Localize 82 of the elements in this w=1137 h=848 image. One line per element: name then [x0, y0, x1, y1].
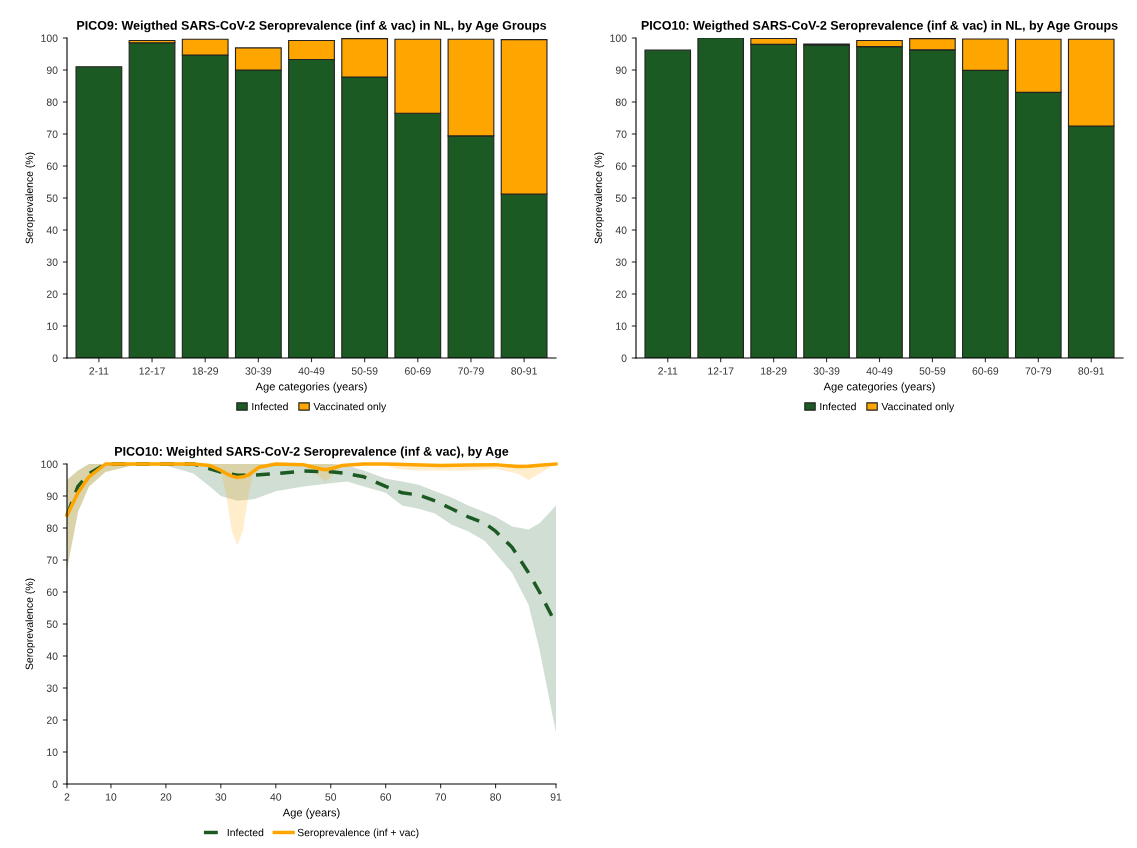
- y-tick-label: 20: [615, 290, 627, 298]
- bar: [75, 66, 123, 358]
- y-tick-label: 10: [47, 748, 58, 756]
- x-tick-label: 30: [215, 793, 227, 801]
- bar: [803, 44, 850, 358]
- y-tick-label: 50: [46, 620, 58, 628]
- y-tick-label: 80: [615, 98, 627, 106]
- x-tick-label: 60-69: [405, 367, 431, 375]
- x-tick-label: 2-11: [89, 367, 109, 375]
- x-axis-title: Age categories (years): [823, 382, 935, 393]
- x-tick-label: 70: [435, 793, 446, 801]
- x-tick-label: 12-17: [708, 367, 734, 375]
- x-tick-label: 2-11: [658, 367, 678, 375]
- x-tick-label: 80: [490, 793, 501, 801]
- y-tick-label: 100: [41, 460, 58, 468]
- y-tick-label: 90: [46, 66, 58, 74]
- x-tick-label: 40-49: [298, 367, 325, 375]
- y-tick-label: 40: [46, 652, 58, 660]
- chart-title: PICO10: Weighted SARS-CoV-2 Seroprevalence (inf & vac), by Age: [115, 446, 509, 459]
- x-tick-label: 60: [380, 793, 392, 801]
- x-tick-label: 40: [270, 793, 282, 801]
- y-tick-label: 30: [46, 258, 58, 266]
- y-axis-title: Seroprevalence (%): [25, 152, 36, 244]
- bar: [644, 49, 692, 358]
- x-tick-label: 50-59: [919, 367, 946, 375]
- y-tick-label: 40: [46, 226, 58, 234]
- y-tick-label: 20: [46, 716, 58, 724]
- y-tick-label: 60: [46, 588, 58, 596]
- y-tick-label: 0: [621, 354, 627, 362]
- x-tick-label: 18-29: [192, 367, 219, 375]
- x-tick-label: 10: [105, 793, 117, 801]
- y-tick-label: 70: [46, 556, 58, 564]
- y-tick-label: 0: [52, 354, 58, 362]
- legend-label: Vaccinated only: [313, 402, 387, 413]
- legend-label: Infected: [252, 402, 288, 411]
- y-tick-label: 10: [616, 322, 627, 330]
- y-tick-label: 70: [46, 130, 58, 138]
- legend-label: Infected: [820, 402, 856, 411]
- y-tick-label: 50: [615, 194, 627, 202]
- y-tick-label: 100: [610, 34, 627, 42]
- chart-title: PICO10: Weigthed SARS-CoV-2 Seroprevalence (inf & vac) in NL, by Age Groups: [641, 20, 1118, 33]
- y-tick-label: 90: [46, 492, 58, 500]
- x-tick-label: 30-39: [245, 367, 272, 375]
- x-tick-label: 80-91: [1078, 367, 1105, 375]
- x-axis-title: Age (years): [282, 808, 340, 819]
- y-tick-label: 100: [41, 34, 58, 42]
- y-axis-title: Seroprevalence (%): [25, 578, 36, 670]
- y-tick-label: 70: [615, 130, 627, 138]
- x-tick-label: 70-79: [1025, 367, 1052, 375]
- x-tick-label: 18-29: [761, 367, 787, 375]
- y-tick-label: 30: [615, 258, 627, 266]
- y-tick-label: 10: [47, 322, 58, 330]
- bar: [128, 42, 176, 358]
- y-tick-label: 60: [46, 162, 58, 170]
- x-tick-label: 30-39: [813, 367, 840, 375]
- x-tick-label: 50-59: [351, 367, 378, 375]
- y-tick-label: 80: [46, 524, 58, 532]
- legend-label: Infected: [227, 828, 264, 837]
- y-axis-title: Seroprevalence (%): [594, 152, 605, 244]
- y-tick-label: 40: [615, 226, 627, 234]
- legend-label: Vaccinated only: [881, 402, 955, 413]
- bar: [697, 38, 745, 358]
- y-tick-label: 80: [46, 98, 58, 106]
- x-tick-label: 40-49: [866, 367, 893, 375]
- y-tick-label: 90: [615, 66, 627, 74]
- chart-title: PICO9: Weigthed SARS-CoV-2 Seroprevalence (inf & vac) in NL, by Age Groups: [77, 20, 547, 33]
- y-tick-label: 50: [46, 194, 58, 202]
- y-tick-label: 30: [46, 684, 58, 692]
- y-tick-label: 60: [615, 162, 627, 170]
- x-tick-label: 2: [64, 793, 70, 801]
- x-axis-title: Age categories (years): [255, 382, 367, 393]
- y-tick-label: 0: [52, 780, 58, 788]
- x-tick-label: 80-91: [511, 367, 537, 375]
- x-tick-label: 60-69: [972, 367, 999, 375]
- x-tick-label: 70-79: [458, 367, 484, 375]
- x-tick-label: 91: [550, 793, 562, 801]
- x-tick-label: 50: [325, 793, 337, 801]
- line-series: [65, 462, 558, 517]
- x-tick-label: 12-17: [139, 367, 165, 375]
- legend-label: Seroprevalence (inf + vac): [297, 828, 419, 839]
- x-tick-label: 20: [160, 793, 172, 801]
- y-tick-label: 20: [46, 290, 58, 298]
